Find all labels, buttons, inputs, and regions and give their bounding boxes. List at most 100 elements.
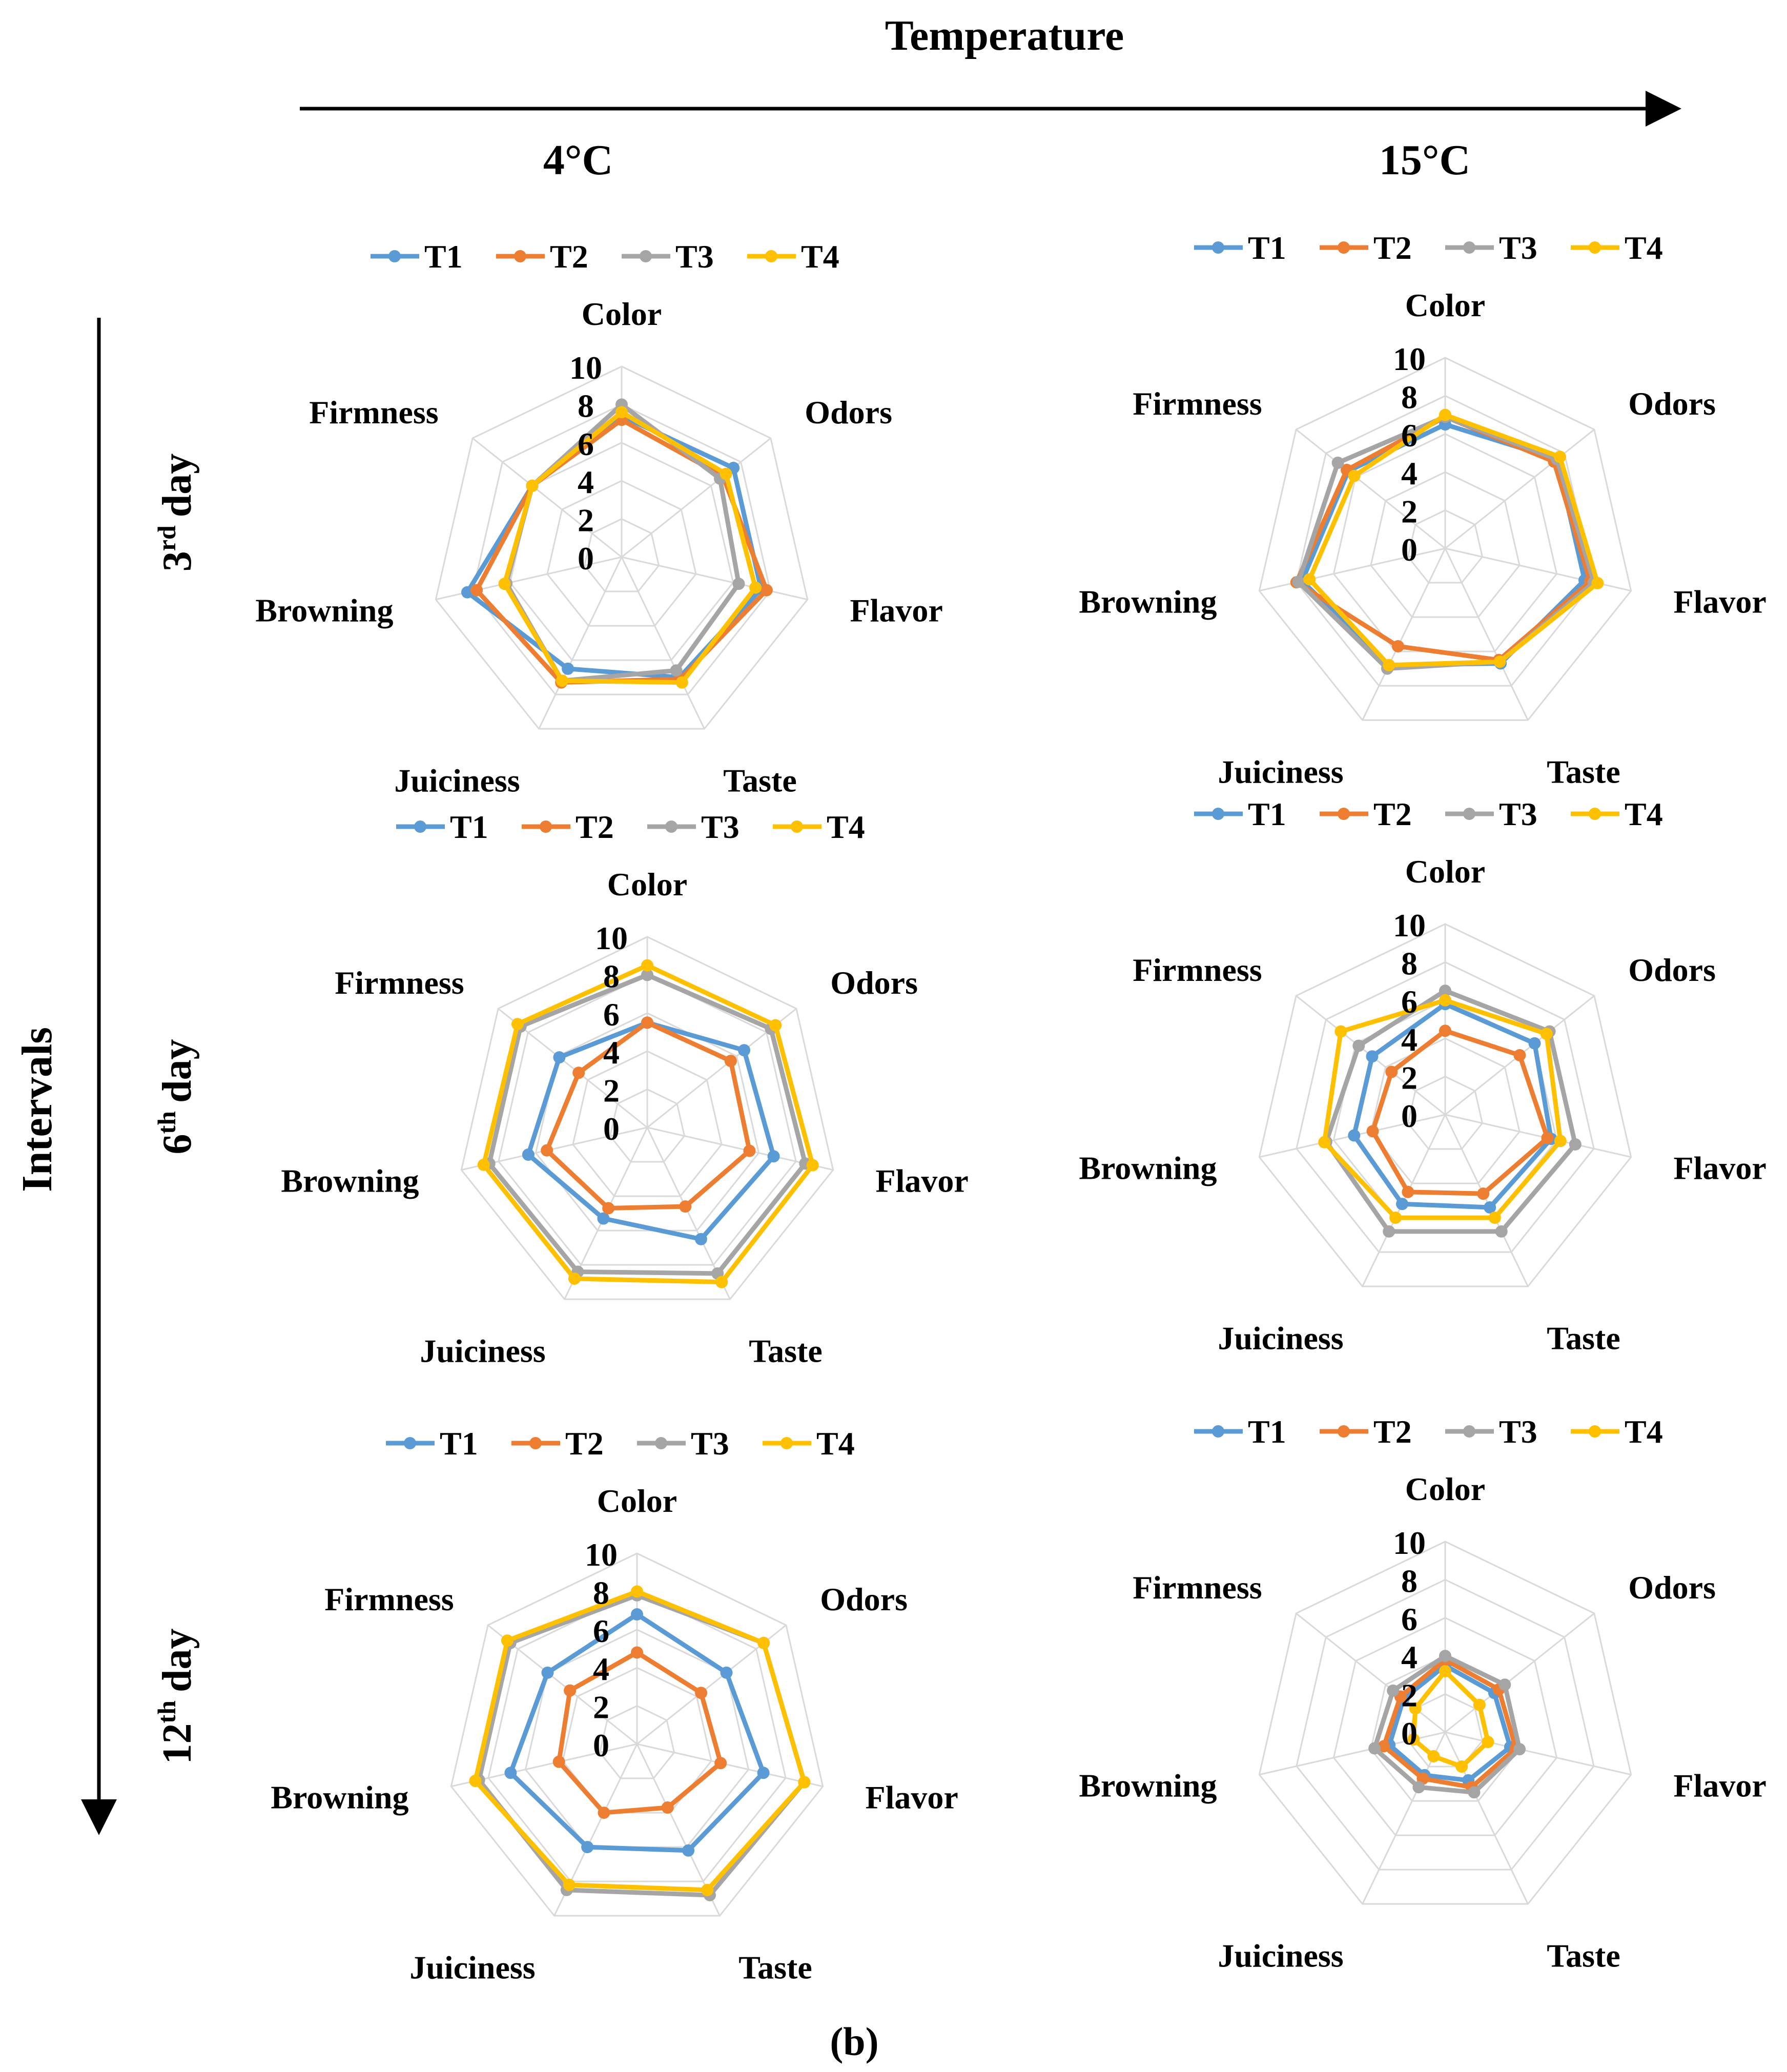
data-point-t2-color xyxy=(631,1646,643,1659)
data-point-t2-juiciness xyxy=(598,1807,610,1819)
data-point-t3-taste xyxy=(1468,1786,1481,1799)
legend-label-t4: T4 xyxy=(801,238,839,275)
series-line-t1 xyxy=(1351,1001,1554,1210)
data-point-t1-odors xyxy=(720,1666,733,1679)
legend-marker-t1 xyxy=(1212,1425,1224,1438)
data-point-t4-browning xyxy=(469,1775,482,1788)
legend-marker-t3 xyxy=(1463,1425,1475,1438)
tick-label: 6 xyxy=(593,1613,609,1649)
grid-ring xyxy=(1296,961,1595,1253)
legend-marker-t3 xyxy=(665,820,677,833)
grid-ring xyxy=(450,1552,824,1917)
data-point-t4-juiciness xyxy=(1427,1750,1440,1762)
axis-label-taste: Taste xyxy=(1547,1320,1620,1357)
data-point-t2-firmness xyxy=(572,1066,585,1079)
data-point-t1-taste xyxy=(682,1844,695,1857)
series-line-t3 xyxy=(504,402,741,683)
data-point-t2-taste xyxy=(679,1200,692,1213)
tick-label: 6 xyxy=(1401,417,1418,454)
grid-ring xyxy=(1296,395,1595,687)
data-point-t4-firmness xyxy=(1348,469,1361,482)
data-point-t4-firmness xyxy=(1334,1025,1347,1038)
data-point-t3-firmness xyxy=(1352,1039,1365,1052)
grid-ring xyxy=(472,403,771,695)
data-point-t2-firmness xyxy=(564,1684,577,1697)
grid-spoke xyxy=(1362,548,1446,721)
series-line-t4 xyxy=(1307,413,1600,668)
legend-label-t3: T3 xyxy=(1499,230,1537,266)
data-point-t4-odors xyxy=(757,1636,770,1649)
grid-ring xyxy=(1296,1578,1595,1871)
legend: T1 T2 T3 T4 xyxy=(386,1425,855,1462)
axis-label-color: Color xyxy=(1405,287,1485,323)
grid-spoke xyxy=(1445,1731,1632,1776)
data-point-t1-taste xyxy=(1484,1201,1496,1214)
row-label-day12: 12thday xyxy=(152,1629,200,1765)
legend-label-t2: T2 xyxy=(565,1425,604,1462)
tick-label: 10 xyxy=(1393,341,1426,377)
legend-label-t4: T4 xyxy=(1625,796,1663,832)
tick-label: 6 xyxy=(578,426,594,462)
axis-label-firmness: Firmness xyxy=(1133,1569,1262,1606)
grid-spoke xyxy=(621,437,771,558)
grid-spoke xyxy=(1445,1612,1595,1733)
data-point-t1-odors xyxy=(738,1044,751,1057)
data-point-t2-flavor xyxy=(1541,1132,1554,1144)
legend-marker-t4 xyxy=(765,250,777,262)
axis-label-firmness: Firmness xyxy=(1133,385,1262,422)
series-line-t3 xyxy=(1372,1653,1522,1795)
grid-ring xyxy=(609,1088,686,1163)
data-point-t4-color xyxy=(615,406,628,419)
tick-label: 10 xyxy=(585,1536,618,1573)
axis-label-browning: Browning xyxy=(1079,584,1217,620)
tick-label: 8 xyxy=(578,387,594,424)
data-point-t4-flavor xyxy=(749,581,762,594)
tick-label: 4 xyxy=(578,464,594,500)
data-point-t2-browning xyxy=(1366,1125,1379,1138)
axis-label-juiciness: Juiciness xyxy=(420,1333,545,1369)
radar-panels: 1086420ColorOdorsFlavorTasteJuicinessBro… xyxy=(255,230,1766,1986)
data-point-t2-odors xyxy=(695,1687,708,1699)
data-point-t2-browning xyxy=(541,1144,553,1157)
legend-label-t2: T2 xyxy=(576,809,614,845)
tick-label: 8 xyxy=(1401,1563,1418,1599)
legend-marker-t2 xyxy=(1338,241,1350,254)
axis-label-browning: Browning xyxy=(271,1779,408,1816)
legend-label-t2: T2 xyxy=(1373,1413,1412,1450)
grid-spoke xyxy=(1444,1732,1529,1904)
legend-marker-t1 xyxy=(1212,241,1224,254)
axis-label-juiciness: Juiciness xyxy=(1218,754,1343,790)
tick-label: 4 xyxy=(593,1651,609,1687)
legend-label-t3: T3 xyxy=(1499,796,1537,832)
data-point-t4-firmness xyxy=(511,1018,524,1031)
legend: T1 T2 T3 T4 xyxy=(1194,1413,1663,1450)
tick-label: 2 xyxy=(603,1073,620,1109)
tick-label: 4 xyxy=(1401,1639,1418,1675)
data-point-t4-firmness xyxy=(1409,1702,1422,1715)
grid-ring xyxy=(1370,471,1521,618)
data-point-t4-taste xyxy=(1493,655,1506,668)
grid-ring xyxy=(1332,1617,1558,1836)
data-point-t1-juiciness xyxy=(597,1212,610,1225)
axis-label-flavor: Flavor xyxy=(866,1779,958,1816)
tick-label: 6 xyxy=(603,996,620,1033)
axis-label-color: Color xyxy=(1405,853,1485,890)
data-point-t4-juiciness xyxy=(568,1272,581,1285)
data-point-t4-color xyxy=(641,959,653,972)
grid-ring xyxy=(498,974,797,1266)
axis-label-juiciness: Juiciness xyxy=(1218,1938,1343,1974)
legend-label-t1: T1 xyxy=(450,809,488,845)
series-line-t4 xyxy=(1322,998,1563,1220)
data-point-t4-color xyxy=(631,1585,643,1598)
data-point-t4-juiciness xyxy=(1389,1212,1402,1224)
legend: T1 T2 T3 T4 xyxy=(1194,230,1663,266)
data-point-t4-color xyxy=(1439,408,1451,421)
legend-marker-t4 xyxy=(780,1437,793,1449)
tick-label: 0 xyxy=(603,1111,620,1147)
legend-label-t4: T4 xyxy=(827,809,865,845)
tick-label: 4 xyxy=(603,1034,620,1071)
grid-spoke xyxy=(1296,1612,1446,1733)
